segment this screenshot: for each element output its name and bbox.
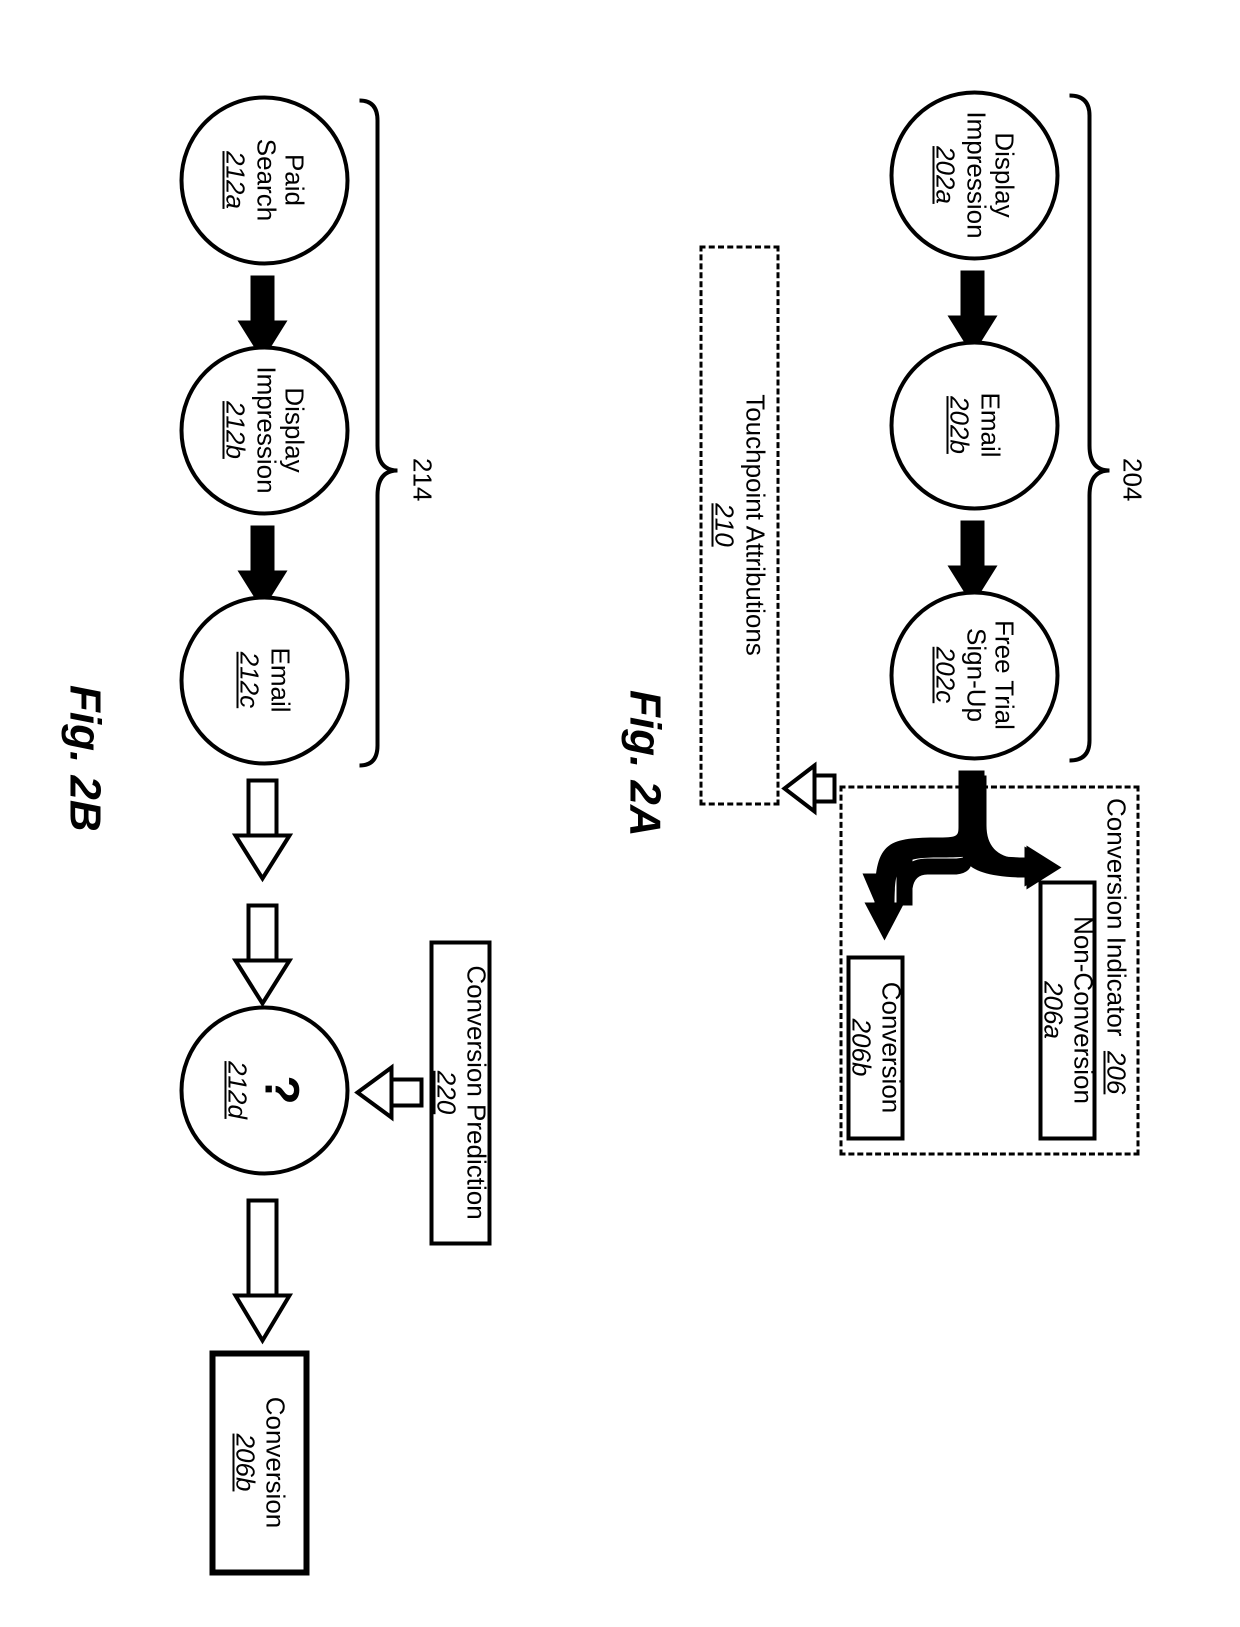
pred-down-arrow-icon <box>358 1067 422 1117</box>
node-212d: ? 212d <box>180 1005 350 1175</box>
node-label: Search <box>252 139 281 221</box>
node-label: Email <box>976 392 1005 457</box>
nonconversion-box: Non-Conversion 206a <box>1039 880 1097 1140</box>
brace-label-2b: 214 <box>407 458 438 501</box>
node-label: Display <box>990 132 1019 217</box>
node-ref: 202c <box>931 647 960 703</box>
node-ref: 212b <box>221 401 250 459</box>
node-label: Free Trial <box>990 620 1019 730</box>
brace-label-2a: 204 <box>1117 458 1148 501</box>
node-label: Email <box>266 647 295 712</box>
conversion-box-2b: Conversion 206b <box>210 1350 310 1575</box>
node-202b: Email 202b <box>890 340 1060 510</box>
fig-label-2a: Fig. 2A <box>620 690 670 837</box>
node-ref: 212a <box>221 151 250 209</box>
conversion-box-2a: Conversion 206b <box>847 955 905 1140</box>
node-label: Impression <box>962 111 991 238</box>
node-212a: Paid Search 212a <box>180 95 350 265</box>
node-ref: 212c <box>235 652 264 708</box>
touchpoint-box: Touchpoint Attributions 210 <box>700 245 780 805</box>
node-ref: 202b <box>945 396 974 454</box>
node-label: Sign-Up <box>962 628 991 722</box>
node-202c: Free Trial Sign-Up 202c <box>890 590 1060 760</box>
node-ref: 212d <box>223 1061 252 1119</box>
node-label: Paid <box>280 154 309 206</box>
node-212c: Email 212c <box>180 595 350 765</box>
node-212b: Display Impression 212b <box>180 345 350 515</box>
brace-2b <box>360 100 398 765</box>
node-label: Display <box>280 387 309 472</box>
prediction-box: Conversion Prediction 220 <box>430 940 492 1245</box>
question-mark-icon: ? <box>254 1075 307 1104</box>
brace-2a <box>1070 95 1110 760</box>
down-hollow-arrow-icon <box>785 765 835 811</box>
diagram-root: 204 Display Impression 202a Email 202b F… <box>0 0 1240 1627</box>
conversion-indicator-title: Conversion Indicator 206 <box>1101 798 1132 1094</box>
node-label: Impression <box>252 366 281 493</box>
node-ref: 202a <box>931 146 960 204</box>
fig-label-2b: Fig. 2B <box>60 685 110 832</box>
node-202a: Display Impression 202a <box>890 90 1060 260</box>
